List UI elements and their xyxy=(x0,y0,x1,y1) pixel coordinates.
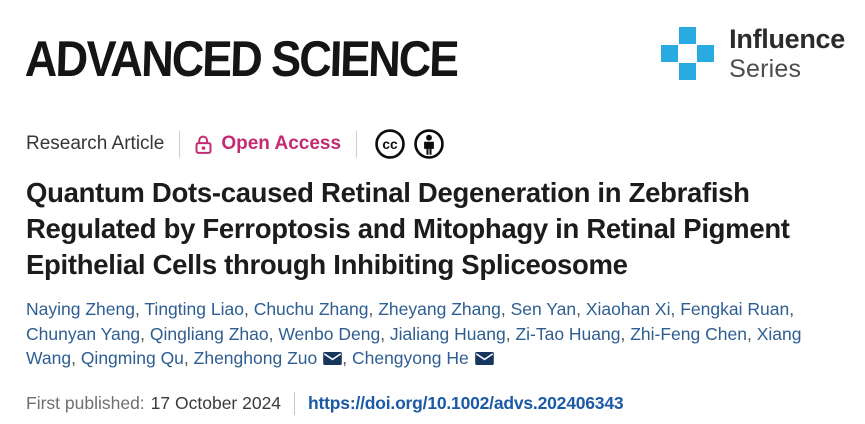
author-link[interactable]: Chengyong He xyxy=(351,348,469,368)
blue-cross-icon xyxy=(661,27,715,80)
email-envelope-icon[interactable] xyxy=(474,352,494,365)
author-separator: , xyxy=(620,323,631,344)
series-text: Influence Series xyxy=(729,24,845,83)
author: Chunyan Yang, xyxy=(26,324,150,344)
open-access-badge[interactable]: Open Access xyxy=(195,133,341,155)
author-separator: , xyxy=(505,323,516,344)
author: Zhi-Feng Chen, xyxy=(630,324,756,344)
author-link[interactable]: Zheyang Zhang xyxy=(378,299,501,319)
first-published-label: First published: xyxy=(26,392,145,413)
series-name: Influence xyxy=(729,24,845,54)
publication-date: 17 October 2024 xyxy=(150,392,282,413)
author: Chengyong He xyxy=(352,348,494,368)
author: Fengkai Ruan, xyxy=(680,299,794,319)
author-link[interactable]: Tingting Liao xyxy=(144,299,244,319)
author-separator: , xyxy=(134,299,145,319)
by-attribution-icon[interactable] xyxy=(413,128,445,160)
title-line: Epithelial Cells through Inhibiting Spli… xyxy=(26,249,628,280)
divider xyxy=(179,130,181,158)
divider xyxy=(356,130,358,158)
open-lock-icon xyxy=(195,135,212,154)
svg-text:cc: cc xyxy=(382,137,398,152)
author: Tingting Liao, xyxy=(144,299,253,319)
author-link[interactable]: Qingming Qu xyxy=(80,348,184,368)
author-separator: , xyxy=(670,299,681,319)
article-title: Quantum Dots-caused Retinal Degeneration… xyxy=(26,175,851,283)
series-subname: Series xyxy=(729,55,802,83)
author-separator: , xyxy=(368,299,379,319)
divider xyxy=(294,391,296,415)
author-link[interactable]: Wenbo Deng xyxy=(278,323,381,344)
title-line: Regulated by Ferroptosis and Mitophagy i… xyxy=(26,213,790,244)
author-link[interactable]: Chuchu Zhang xyxy=(253,299,369,319)
article-type-label: Research Article xyxy=(26,133,165,154)
author-separator: , xyxy=(576,299,586,319)
author-link[interactable]: Naying Zheng xyxy=(26,299,135,319)
author: Sen Yan, xyxy=(511,299,586,319)
open-access-label: Open Access xyxy=(221,133,342,154)
author-link[interactable]: Zhi-Feng Chen xyxy=(630,323,747,344)
journal-logo[interactable]: ADVANCED SCIENCE xyxy=(24,30,459,88)
author-link[interactable]: Sen Yan xyxy=(510,299,577,319)
cc-icon[interactable]: cc xyxy=(374,128,406,160)
author-list: Naying Zheng, Tingting Liao, Chuchu Zhan… xyxy=(26,297,851,371)
author: Chuchu Zhang, xyxy=(254,299,379,319)
author-separator: , xyxy=(746,323,757,344)
author-link[interactable]: Xiaohan Xi xyxy=(585,299,671,319)
masthead: ADVANCED SCIENCE Influence Series xyxy=(14,0,851,96)
author-separator: , xyxy=(789,299,795,319)
doi-link[interactable]: https://doi.org/10.1002/advs.202406343 xyxy=(308,392,624,413)
author: Wenbo Deng, xyxy=(278,324,390,344)
first-published: First published: 17 October 2024 xyxy=(26,393,281,414)
title-line: Quantum Dots-caused Retinal Degeneration… xyxy=(26,177,750,208)
author-separator: , xyxy=(183,348,194,368)
author-link[interactable]: Zhenghong Zuo xyxy=(193,348,318,368)
author-link[interactable]: Xiang Wang xyxy=(26,323,802,369)
license-badges: cc xyxy=(374,128,445,160)
author-link[interactable]: Fengkai Ruan xyxy=(680,299,790,319)
author-separator: , xyxy=(71,348,81,368)
author-separator: , xyxy=(243,299,254,319)
influence-series-badge: Influence Series xyxy=(661,24,845,83)
author-separator: , xyxy=(342,348,352,368)
author-link[interactable]: Chunyan Yang xyxy=(26,323,141,344)
author: Zhenghong Zuo, xyxy=(194,348,352,368)
author: Zheyang Zhang, xyxy=(378,299,510,319)
publication-row: First published: 17 October 2024 https:/… xyxy=(26,391,851,415)
author: Zi-Tao Huang, xyxy=(515,324,630,344)
author: Xiang Wang, xyxy=(26,324,801,369)
author: Qingming Qu, xyxy=(81,348,194,368)
author-separator: , xyxy=(268,323,279,344)
author-separator: , xyxy=(140,323,150,344)
author-link[interactable]: Jialiang Huang xyxy=(389,323,506,344)
author-link[interactable]: Zi-Tao Huang xyxy=(515,323,621,344)
author-separator: , xyxy=(380,323,390,344)
author-separator: , xyxy=(500,299,511,319)
author: Qingliang Zhao, xyxy=(150,324,278,344)
author: Xiaohan Xi, xyxy=(586,299,680,319)
author-link[interactable]: Qingliang Zhao xyxy=(149,323,269,344)
author: Jialiang Huang, xyxy=(390,324,516,344)
article-meta-row: Research Article Open Access cc xyxy=(26,128,851,160)
author: Naying Zheng, xyxy=(26,299,144,319)
email-envelope-icon[interactable] xyxy=(323,352,343,365)
